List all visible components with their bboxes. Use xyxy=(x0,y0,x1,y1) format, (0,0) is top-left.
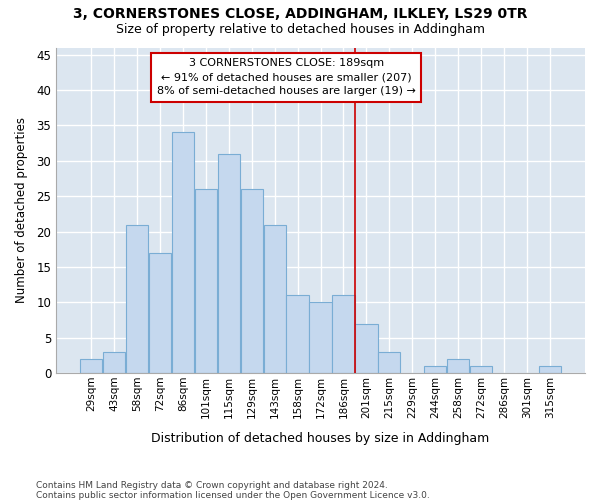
Bar xyxy=(195,189,217,373)
Bar xyxy=(470,366,492,373)
Bar xyxy=(241,189,263,373)
Text: 3, CORNERSTONES CLOSE, ADDINGHAM, ILKLEY, LS29 0TR: 3, CORNERSTONES CLOSE, ADDINGHAM, ILKLEY… xyxy=(73,8,527,22)
Bar xyxy=(286,296,309,373)
Bar xyxy=(447,359,469,373)
Bar xyxy=(218,154,240,373)
Text: Contains public sector information licensed under the Open Government Licence v3: Contains public sector information licen… xyxy=(36,491,430,500)
Bar xyxy=(424,366,446,373)
Y-axis label: Number of detached properties: Number of detached properties xyxy=(15,118,28,304)
Bar xyxy=(103,352,125,373)
Text: Contains HM Land Registry data © Crown copyright and database right 2024.: Contains HM Land Registry data © Crown c… xyxy=(36,481,388,490)
Bar xyxy=(149,253,171,373)
Text: Size of property relative to detached houses in Addingham: Size of property relative to detached ho… xyxy=(115,22,485,36)
Bar xyxy=(263,224,286,373)
X-axis label: Distribution of detached houses by size in Addingham: Distribution of detached houses by size … xyxy=(151,432,490,445)
Bar xyxy=(378,352,400,373)
Bar xyxy=(310,302,332,373)
Bar xyxy=(80,359,103,373)
Bar xyxy=(126,224,148,373)
Bar xyxy=(332,296,355,373)
Bar xyxy=(172,132,194,373)
Bar xyxy=(355,324,377,373)
Bar xyxy=(539,366,561,373)
Text: 3 CORNERSTONES CLOSE: 189sqm
← 91% of detached houses are smaller (207)
8% of se: 3 CORNERSTONES CLOSE: 189sqm ← 91% of de… xyxy=(157,58,416,96)
